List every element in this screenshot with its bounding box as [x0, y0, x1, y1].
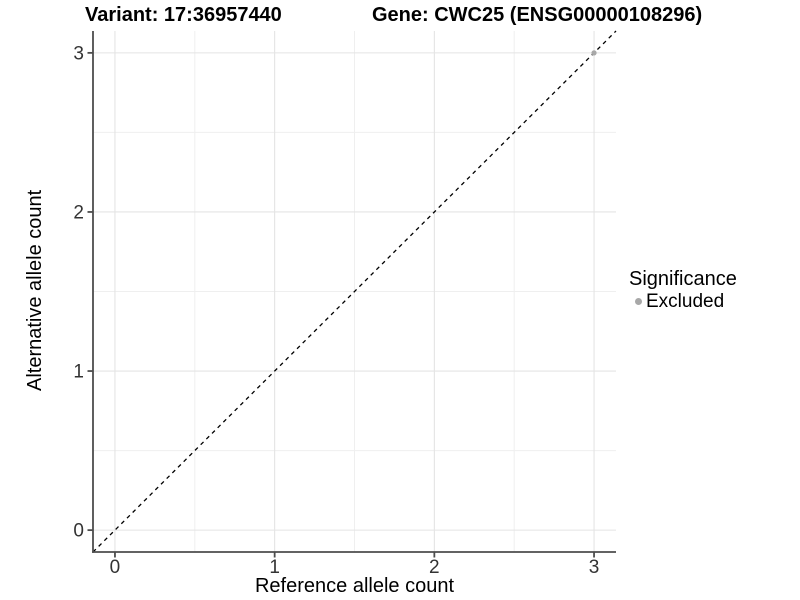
plot-title-gene: Gene: CWC25 (ENSG00000108296)	[372, 4, 703, 26]
data-point-excluded	[591, 50, 597, 56]
y-tick-label: 0	[73, 521, 84, 542]
y-axis-title: Alternative allele count	[24, 189, 46, 391]
y-tick-label: 1	[73, 362, 84, 383]
plot-title-variant: Variant: 17:36957440	[85, 4, 282, 26]
y-tick-label: 2	[73, 202, 84, 223]
legend-item-excluded: Excluded	[629, 291, 737, 312]
x-axis-title: Reference allele count	[254, 575, 454, 597]
identity-line	[92, 30, 617, 553]
y-tick-label: 3	[73, 43, 84, 64]
x-tick-label: 1	[269, 557, 280, 578]
legend-item-label: Excluded	[646, 291, 725, 312]
x-tick-label: 0	[110, 557, 121, 578]
legend: Significance Excluded	[629, 268, 737, 312]
legend-point-icon	[635, 298, 642, 305]
x-tick-label: 2	[429, 557, 440, 578]
x-tick-label: 3	[589, 557, 600, 578]
legend-title: Significance	[629, 268, 737, 290]
